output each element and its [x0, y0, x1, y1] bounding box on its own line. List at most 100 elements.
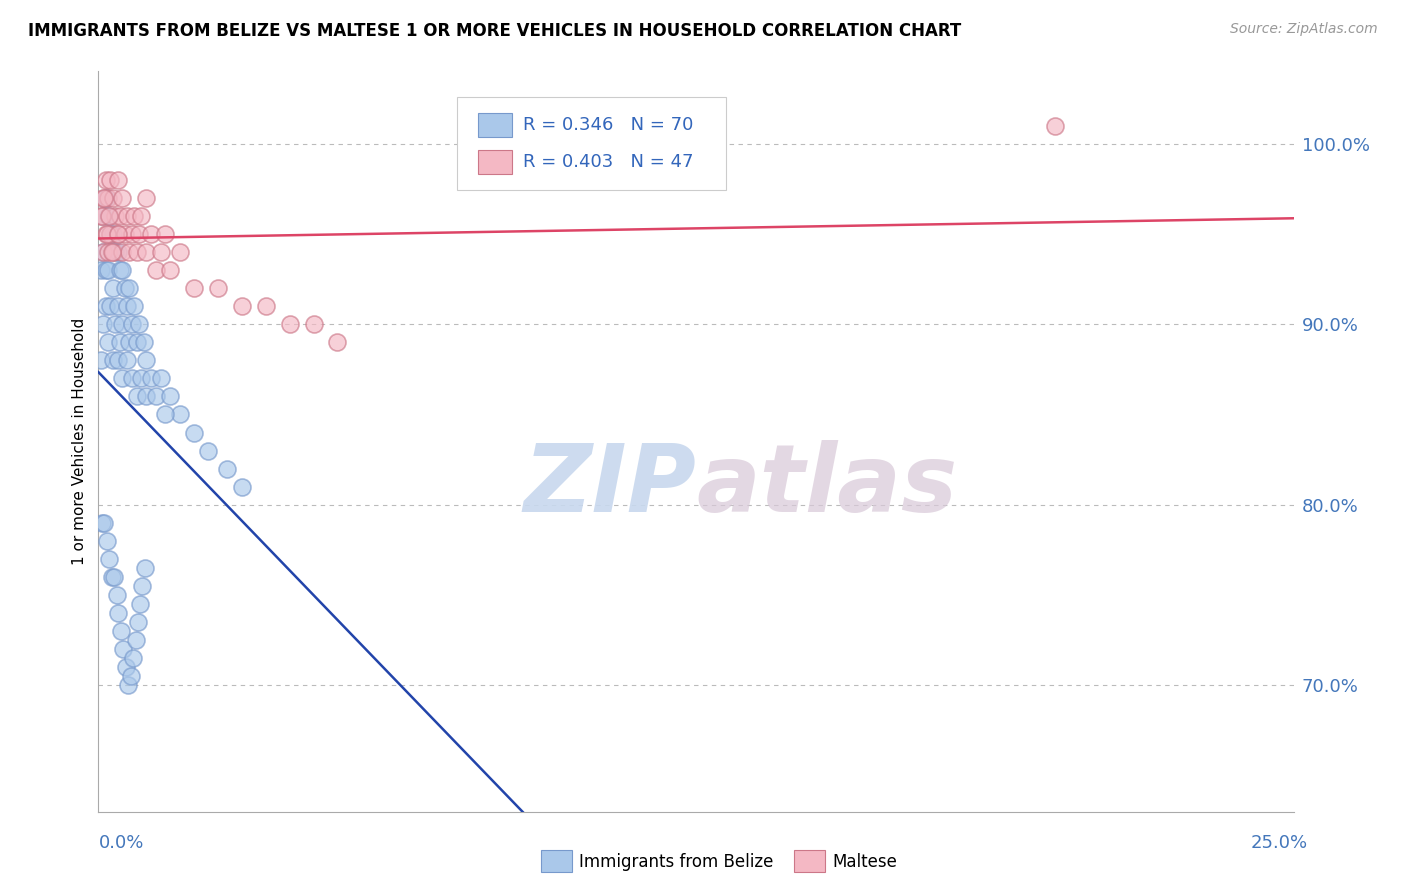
Point	[155, 408, 177, 422]
Point	[91, 209, 114, 223]
Point	[114, 227, 136, 241]
Point	[90, 209, 112, 223]
Point	[125, 633, 148, 648]
Point	[121, 651, 143, 665]
Text: R = 0.403   N = 47: R = 0.403 N = 47	[523, 153, 693, 170]
Point	[118, 244, 141, 259]
Point	[111, 317, 134, 331]
Point	[127, 615, 149, 629]
Point	[108, 335, 131, 350]
Point	[135, 389, 157, 403]
Point	[107, 172, 129, 186]
Point	[145, 263, 167, 277]
Point	[91, 516, 114, 530]
Point	[115, 353, 138, 368]
Point	[104, 244, 127, 259]
Bar	[478, 112, 512, 136]
Point	[159, 389, 181, 403]
Point	[169, 244, 191, 259]
Point	[97, 209, 120, 223]
Text: Maltese: Maltese	[832, 853, 897, 871]
Point	[94, 172, 117, 186]
Point	[97, 335, 120, 350]
Point	[91, 317, 114, 331]
Point	[231, 480, 253, 494]
Point	[98, 172, 122, 186]
Point	[111, 371, 134, 385]
Point	[105, 588, 128, 602]
Bar	[478, 150, 512, 174]
Text: atlas: atlas	[696, 440, 957, 532]
Point	[107, 227, 129, 241]
Point	[128, 317, 150, 331]
Text: Immigrants from Belize: Immigrants from Belize	[579, 853, 773, 871]
Point	[131, 371, 153, 385]
Point	[97, 552, 120, 566]
Point	[93, 191, 115, 205]
Point	[91, 244, 114, 259]
Point	[94, 299, 117, 313]
Point	[121, 317, 143, 331]
Point	[139, 371, 162, 385]
Point	[90, 263, 112, 277]
Point	[135, 353, 157, 368]
Point	[101, 244, 124, 259]
Point	[90, 353, 112, 368]
Point	[124, 299, 146, 313]
Point	[117, 678, 139, 692]
Point	[207, 281, 229, 295]
Point	[101, 570, 124, 584]
Point	[110, 624, 132, 639]
Point	[124, 209, 146, 223]
Point	[94, 227, 117, 241]
Point	[197, 443, 219, 458]
Point	[217, 461, 239, 475]
Point	[96, 227, 118, 241]
Point	[108, 209, 131, 223]
Point	[125, 389, 148, 403]
Text: 0.0%: 0.0%	[98, 834, 143, 852]
Point	[134, 561, 156, 575]
Point	[101, 353, 124, 368]
Point	[104, 209, 127, 223]
Point	[326, 335, 349, 350]
Text: R = 0.346   N = 70: R = 0.346 N = 70	[523, 116, 693, 134]
Point	[121, 227, 143, 241]
Point	[97, 191, 120, 205]
Point	[129, 597, 152, 611]
Point	[101, 227, 124, 241]
Point	[131, 579, 153, 593]
Point	[135, 191, 157, 205]
Point	[91, 209, 114, 223]
Point	[94, 263, 117, 277]
Text: 25.0%: 25.0%	[1250, 834, 1308, 852]
Point	[111, 263, 134, 277]
Text: IMMIGRANTS FROM BELIZE VS MALTESE 1 OR MORE VEHICLES IN HOUSEHOLD CORRELATION CH: IMMIGRANTS FROM BELIZE VS MALTESE 1 OR M…	[28, 22, 962, 40]
Point	[107, 606, 129, 620]
Point	[98, 227, 122, 241]
FancyBboxPatch shape	[457, 97, 725, 190]
Point	[118, 335, 141, 350]
Point	[101, 244, 124, 259]
Point	[97, 244, 120, 259]
Point	[108, 263, 131, 277]
Point	[111, 191, 134, 205]
Point	[91, 244, 114, 259]
Point	[125, 244, 148, 259]
Point	[101, 191, 124, 205]
Point	[107, 353, 129, 368]
Point	[111, 244, 134, 259]
Point	[96, 533, 118, 548]
Point	[107, 244, 129, 259]
Point	[94, 191, 117, 205]
Point	[121, 371, 143, 385]
Point	[145, 389, 167, 403]
Point	[254, 299, 277, 313]
Point	[107, 299, 129, 313]
Point	[132, 335, 155, 350]
Point	[159, 263, 181, 277]
Point	[104, 317, 127, 331]
Text: ZIP: ZIP	[523, 440, 696, 532]
Y-axis label: 1 or more Vehicles in Household: 1 or more Vehicles in Household	[72, 318, 87, 566]
Point	[1043, 119, 1066, 133]
